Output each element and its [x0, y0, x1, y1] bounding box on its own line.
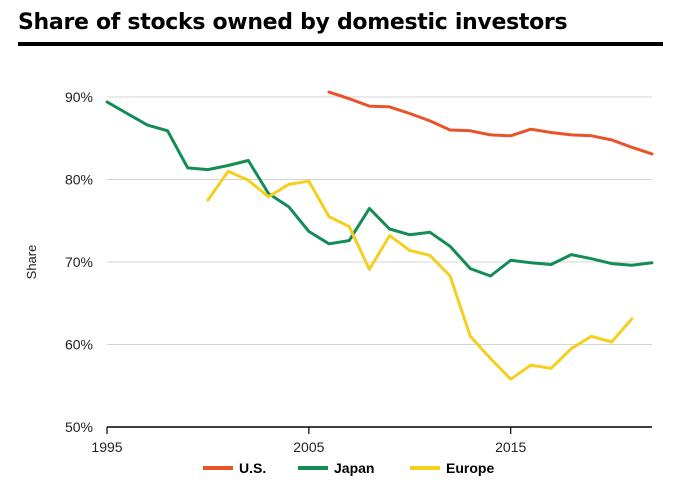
legend-label: Japan: [334, 460, 375, 476]
legend-item-europe: Europe: [410, 460, 494, 476]
y-tick-labels: 50% 60% 70% 80% 90%: [65, 89, 93, 435]
legend-item-japan: Japan: [298, 460, 374, 476]
chart-title: Share of stocks owned by domestic invest…: [18, 10, 568, 35]
y-tick-label: 90%: [65, 89, 93, 105]
legend-label: U.S.: [239, 460, 267, 476]
x-tick-label: 1995: [91, 439, 122, 455]
y-tick-label: 50%: [65, 419, 93, 435]
series-line-us: [327, 90, 654, 156]
y-axis-label: Share: [24, 245, 39, 280]
series-line-japan: [105, 100, 654, 278]
legend-swatch: [298, 466, 328, 470]
x-axis: [106, 426, 652, 434]
y-tick-label: 60%: [65, 337, 93, 353]
x-tick-label: 2005: [293, 439, 324, 455]
y-tick-label: 70%: [65, 254, 93, 270]
legend-label: Europe: [446, 460, 495, 476]
gridlines: [107, 96, 652, 345]
x-tick-labels: 1995 2005 2015: [91, 439, 526, 455]
series-lines: [105, 90, 654, 381]
y-tick-label: 80%: [65, 172, 93, 188]
title-rule: [18, 42, 663, 46]
legend-swatch: [410, 466, 440, 470]
line-chart: 50% 60% 70% 80% 90% 1995 2005 2015 Share: [24, 89, 654, 455]
x-tick-label: 2015: [495, 439, 526, 455]
legend-item-us: U.S.: [203, 460, 266, 476]
legend: U.S. Japan Europe: [0, 460, 677, 482]
series-line-europe: [206, 169, 634, 381]
legend-swatch: [203, 466, 233, 470]
